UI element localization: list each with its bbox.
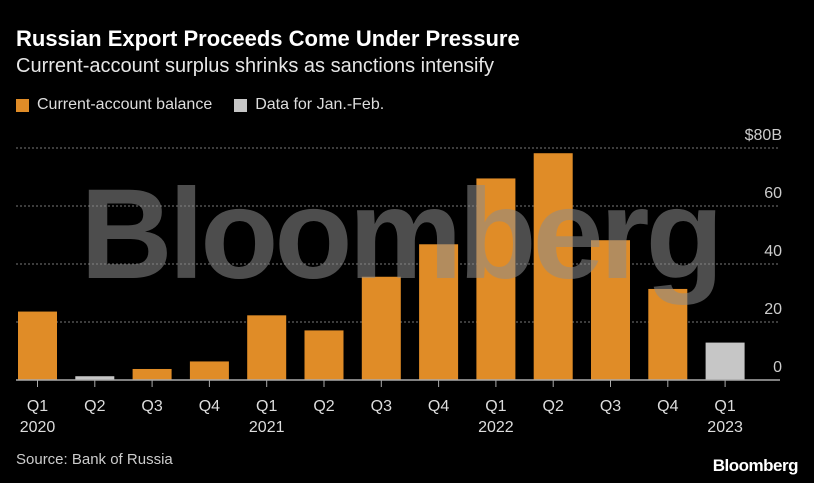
legend: Current-account balance Data for Jan.-Fe… (16, 96, 384, 114)
legend-swatch-balance (16, 98, 29, 112)
bloomberg-watermark: Bloomberg (80, 163, 720, 306)
x-tick-label: Q4 (657, 398, 678, 415)
bar (75, 376, 115, 380)
x-year-label: 2022 (478, 419, 514, 436)
x-tick-label: Q2 (84, 398, 105, 415)
x-tick-label: Q3 (600, 398, 621, 415)
bar (648, 288, 688, 380)
legend-label-balance: Current-account balance (37, 96, 213, 113)
x-tick-label: Q1 (485, 398, 506, 415)
y-tick-label: 60 (764, 185, 782, 202)
x-tick-label: Q1 (27, 398, 48, 415)
x-tick-label: Q1 (256, 398, 277, 415)
x-tick-label: Q4 (428, 398, 449, 415)
y-tick-label: $80B (745, 127, 782, 144)
y-tick-label: 40 (764, 243, 782, 260)
bar (476, 178, 516, 380)
x-tick-label: Q2 (313, 398, 334, 415)
legend-label-partial: Data for Jan.-Feb. (255, 96, 385, 113)
legend-swatch-partial (234, 98, 248, 112)
x-tick-label: Q4 (199, 398, 220, 415)
bar (304, 330, 344, 380)
bar (591, 240, 630, 380)
y-tick-label: 0 (773, 359, 782, 376)
chart-subtitle: Current-account surplus shrinks as sanct… (16, 55, 494, 77)
chart-title: Russian Export Proceeds Come Under Press… (16, 26, 520, 51)
x-tick-label: Q1 (714, 398, 735, 415)
bar (132, 368, 172, 380)
x-tick-label: Q3 (371, 398, 392, 415)
x-year-label: 2020 (20, 419, 56, 436)
bar (419, 244, 459, 380)
bar (18, 311, 57, 380)
bar (247, 315, 287, 380)
x-tick-label: Q2 (543, 398, 564, 415)
bar (533, 153, 573, 380)
x-year-label: 2023 (707, 419, 743, 436)
bar (705, 342, 745, 380)
bar (189, 361, 229, 380)
x-year-label: 2021 (249, 419, 285, 436)
x-tick-label: Q3 (141, 398, 162, 415)
source-note: Source: Bank of Russia (16, 451, 173, 468)
y-tick-label: 20 (764, 301, 782, 318)
bar (361, 276, 401, 380)
bloomberg-logo: Bloomberg (712, 456, 799, 475)
